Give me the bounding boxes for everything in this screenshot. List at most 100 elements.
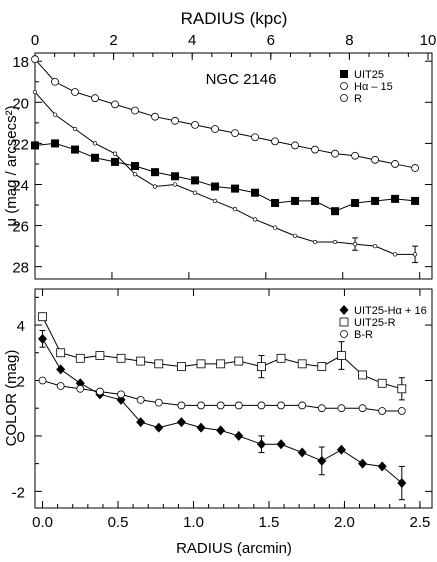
data-point <box>32 89 38 95</box>
data-point <box>276 439 286 450</box>
data-point <box>291 141 299 150</box>
legend-marker <box>340 330 348 338</box>
top-kpc-tick-label: 10 <box>420 32 437 49</box>
data-point <box>197 401 205 410</box>
top-y-tick-label: 18 <box>12 54 29 71</box>
legend-label: UIT25-Hα + 16 <box>354 305 427 317</box>
x-tick-label: 0.0 <box>32 514 53 531</box>
data-point <box>75 353 85 363</box>
data-point <box>71 88 79 96</box>
top-y-tick-label: 28 <box>12 260 29 277</box>
data-point <box>132 172 138 177</box>
series-line-1 <box>34 91 416 255</box>
top-kpc-tick-label: 0 <box>31 32 39 49</box>
data-point <box>191 176 200 185</box>
legend-marker <box>339 317 349 327</box>
data-point <box>411 164 419 172</box>
data-point <box>252 217 258 222</box>
data-point <box>151 112 159 121</box>
x-tick-label: 1.0 <box>183 514 204 531</box>
data-point <box>171 172 180 181</box>
data-point <box>216 401 225 410</box>
data-point <box>276 353 286 363</box>
data-point <box>292 233 298 239</box>
top-kpc-tick-label: 4 <box>188 32 196 49</box>
data-point <box>216 359 226 369</box>
data-point <box>351 151 359 160</box>
data-point <box>358 458 368 469</box>
data-point <box>52 112 58 117</box>
data-point <box>151 168 160 177</box>
data-point <box>412 252 418 257</box>
top-kpc-tick-label: 6 <box>267 32 275 49</box>
data-point <box>231 129 239 138</box>
data-point <box>271 198 280 207</box>
data-point <box>272 225 278 230</box>
data-point <box>291 196 300 205</box>
data-point <box>196 422 206 433</box>
legend-label: UIT25 <box>354 69 384 81</box>
data-point <box>212 198 218 204</box>
data-point <box>358 404 367 413</box>
data-point <box>331 149 339 158</box>
data-point <box>337 404 346 413</box>
data-point <box>257 401 266 410</box>
data-point <box>234 401 243 410</box>
top-kpc-tick-label: 8 <box>345 32 353 49</box>
data-point <box>154 398 163 407</box>
legend-label: R <box>354 93 362 105</box>
data-point <box>251 133 259 142</box>
data-point <box>131 106 139 115</box>
data-point <box>317 455 327 466</box>
data-point <box>154 422 164 433</box>
data-point <box>231 184 240 193</box>
data-point <box>271 137 279 146</box>
data-point <box>377 461 387 472</box>
data-point <box>38 333 48 344</box>
data-point <box>95 351 105 360</box>
data-point <box>136 395 145 404</box>
data-point <box>378 407 387 415</box>
data-point <box>177 401 186 410</box>
data-point <box>111 157 120 166</box>
x-axis-label: RADIUS (arcmin) <box>176 540 292 557</box>
data-point <box>191 121 199 129</box>
y-tick-label: 0 <box>17 429 25 446</box>
data-point <box>31 141 39 150</box>
data-point <box>211 182 220 191</box>
data-point <box>72 126 78 132</box>
top-plot-area <box>31 55 420 264</box>
x-tick-label: 2.0 <box>334 514 355 531</box>
top-y-tick-label: 22 <box>12 136 29 153</box>
legend-marker <box>339 305 349 315</box>
data-point <box>91 153 100 162</box>
data-point <box>38 312 47 322</box>
data-point <box>397 478 407 489</box>
data-point <box>372 243 378 249</box>
data-point <box>92 141 98 146</box>
data-point <box>38 376 47 385</box>
top-axis-label: RADIUS (kpc) <box>181 9 288 28</box>
data-point <box>397 384 407 394</box>
data-point <box>391 194 400 203</box>
data-point <box>311 145 319 154</box>
data-point <box>31 55 39 64</box>
data-point <box>397 407 406 415</box>
data-point <box>332 239 338 245</box>
data-point <box>56 364 66 375</box>
top-kpc-tick-label: 2 <box>109 32 117 49</box>
data-point <box>358 370 367 380</box>
data-point <box>176 417 186 428</box>
data-point <box>298 401 307 410</box>
data-point <box>51 77 59 86</box>
data-point <box>76 384 85 393</box>
data-point <box>317 362 327 372</box>
data-point <box>337 351 346 360</box>
data-point <box>352 241 358 247</box>
top-panel-frame <box>34 52 433 280</box>
data-point <box>234 356 244 366</box>
data-point <box>192 190 198 195</box>
data-point <box>331 207 340 216</box>
